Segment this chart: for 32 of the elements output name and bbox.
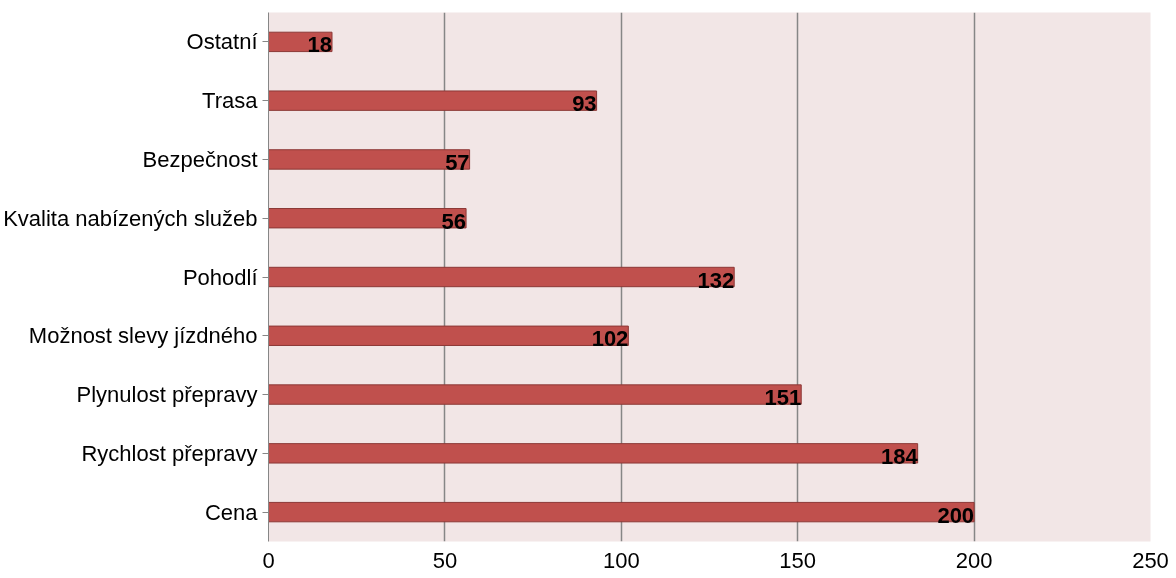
bar (268, 325, 629, 346)
bar (268, 266, 735, 288)
bar (268, 149, 471, 170)
y-tick-label: Ostatní (186, 29, 258, 55)
y-tick-label: Plynulost přepravy (76, 382, 258, 408)
x-tick-label: 200 (955, 547, 993, 573)
y-tick-label: Rychlost přepravy (81, 440, 258, 466)
data-label: 132 (697, 267, 735, 293)
bar (268, 384, 802, 405)
data-label: 184 (880, 443, 919, 469)
y-tick-label: Trasa (202, 88, 259, 114)
data-label: 57 (445, 149, 470, 175)
x-tick-label: 150 (779, 547, 817, 573)
bar (268, 90, 598, 111)
x-tick-label: 100 (602, 547, 640, 573)
y-tick-label: Cena (204, 499, 259, 525)
data-label: 102 (591, 326, 629, 352)
data-label: 18 (307, 32, 333, 58)
bar (268, 208, 467, 229)
data-label: 151 (764, 385, 802, 411)
y-tick-label: Pohodlí (182, 264, 258, 290)
x-tick-label: 0 (262, 547, 275, 573)
data-label: 56 (441, 208, 467, 234)
bar (268, 443, 919, 464)
bar (268, 501, 975, 523)
y-tick-label: Možnost slevy jízdného (28, 323, 258, 349)
y-tick-label: Kvalita nabízených služeb (3, 205, 258, 231)
x-tick-label: 250 (1132, 547, 1169, 573)
data-label: 200 (937, 502, 975, 528)
x-tick-label: 50 (432, 547, 458, 573)
y-tick-label: Bezpečnost (142, 146, 258, 172)
data-label: 93 (572, 91, 597, 117)
